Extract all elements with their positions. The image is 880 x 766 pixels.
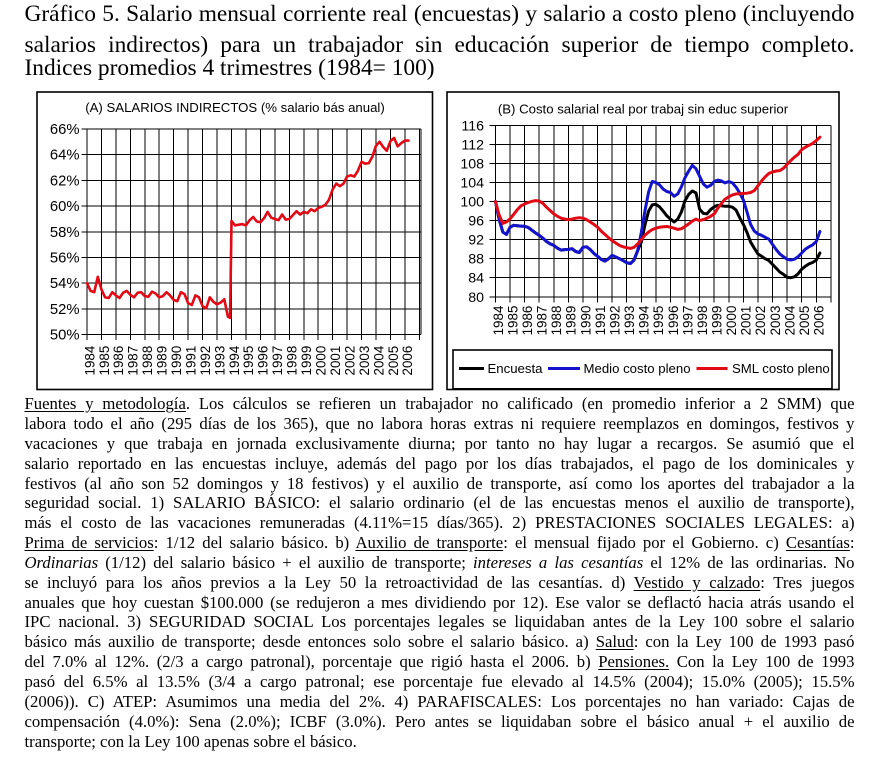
svg-text:1998: 1998 [695, 306, 710, 336]
svg-text:66%: 66% [50, 122, 80, 138]
svg-text:1990: 1990 [169, 346, 184, 376]
svg-text:Medio costo pleno: Medio costo pleno [584, 361, 691, 376]
svg-text:1991: 1991 [593, 306, 608, 336]
svg-text:2004: 2004 [371, 345, 386, 375]
svg-text:2006: 2006 [812, 306, 827, 336]
svg-text:2001: 2001 [328, 346, 343, 376]
svg-text:1984: 1984 [82, 345, 97, 375]
svg-text:1995: 1995 [241, 346, 256, 376]
svg-text:60%: 60% [50, 199, 80, 215]
svg-text:1998: 1998 [285, 346, 300, 376]
svg-text:1994: 1994 [227, 345, 242, 375]
svg-text:1992: 1992 [607, 306, 622, 336]
svg-text:1994: 1994 [637, 305, 652, 335]
svg-text:2001: 2001 [739, 306, 754, 336]
svg-text:1999: 1999 [710, 306, 725, 336]
svg-text:1993: 1993 [212, 346, 227, 376]
svg-text:104: 104 [460, 176, 484, 192]
svg-text:1990: 1990 [578, 306, 593, 336]
svg-text:2000: 2000 [724, 306, 739, 336]
svg-text:1985: 1985 [505, 306, 520, 336]
svg-text:1997: 1997 [680, 306, 695, 336]
svg-text:2002: 2002 [342, 346, 357, 376]
svg-text:50%: 50% [50, 328, 80, 344]
svg-text:1987: 1987 [126, 346, 141, 376]
svg-text:56%: 56% [50, 251, 80, 267]
svg-text:2000: 2000 [314, 346, 329, 376]
svg-text:1986: 1986 [111, 346, 126, 376]
svg-text:84: 84 [468, 271, 484, 287]
svg-text:1987: 1987 [535, 306, 550, 336]
svg-text:116: 116 [461, 118, 484, 134]
svg-text:112: 112 [461, 137, 484, 153]
svg-text:108: 108 [460, 156, 484, 172]
svg-text:2003: 2003 [768, 306, 783, 336]
svg-text:1988: 1988 [549, 306, 564, 336]
svg-text:1995: 1995 [651, 306, 666, 336]
svg-text:Encuesta: Encuesta [488, 361, 544, 376]
svg-text:(A) SALARIOS INDIRECTOS (% sal: (A) SALARIOS INDIRECTOS (% salario bás a… [85, 100, 385, 115]
svg-text:58%: 58% [50, 225, 80, 241]
svg-text:62%: 62% [50, 173, 80, 189]
svg-text:1989: 1989 [564, 306, 579, 336]
svg-text:1991: 1991 [183, 346, 198, 376]
svg-text:1992: 1992 [198, 346, 213, 376]
svg-text:88: 88 [468, 252, 484, 268]
svg-text:1997: 1997 [270, 346, 285, 376]
svg-text:SML costo pleno: SML costo pleno [732, 361, 830, 376]
svg-text:64%: 64% [50, 148, 80, 164]
svg-text:2005: 2005 [386, 346, 401, 376]
svg-text:1996: 1996 [666, 306, 681, 336]
svg-text:2005: 2005 [797, 306, 812, 336]
svg-text:(B) Costo salarial real por tr: (B) Costo salarial real por trabaj sin e… [498, 102, 789, 117]
svg-text:2006: 2006 [400, 346, 415, 376]
svg-text:2002: 2002 [753, 306, 768, 336]
svg-text:96: 96 [468, 214, 484, 230]
svg-text:52%: 52% [50, 302, 80, 318]
svg-text:2004: 2004 [782, 305, 797, 335]
svg-text:1996: 1996 [256, 346, 271, 376]
svg-text:1993: 1993 [622, 306, 637, 336]
svg-text:1986: 1986 [520, 306, 535, 336]
svg-text:2003: 2003 [357, 346, 372, 376]
svg-text:100: 100 [460, 195, 484, 211]
svg-text:92: 92 [468, 233, 484, 249]
svg-text:80: 80 [468, 290, 484, 306]
svg-text:1984: 1984 [491, 305, 506, 335]
svg-text:1999: 1999 [299, 346, 314, 376]
svg-text:1988: 1988 [140, 346, 155, 376]
svg-text:1989: 1989 [155, 346, 170, 376]
svg-text:54%: 54% [50, 276, 80, 292]
svg-text:1985: 1985 [97, 346, 112, 376]
